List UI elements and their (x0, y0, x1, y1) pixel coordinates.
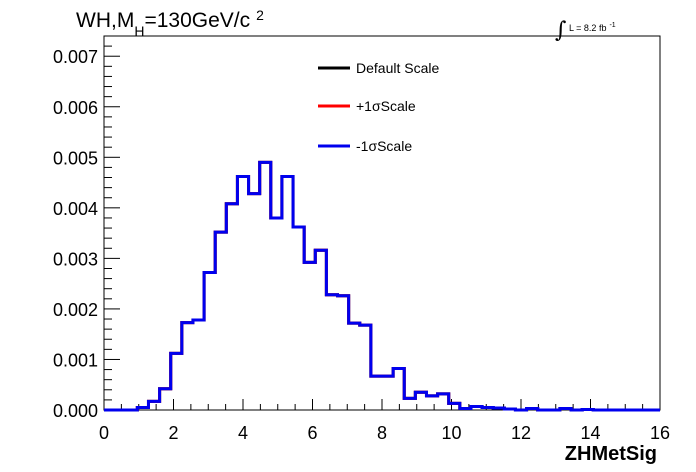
legend-label-plus-sigma-scale: +1σScale (356, 98, 416, 114)
y-tick-label: 0.001 (53, 350, 98, 370)
x-tick-label: 10 (441, 423, 461, 443)
x-tick-label: 8 (377, 423, 387, 443)
y-tick-label: 0.002 (53, 300, 98, 320)
x-tick-label: 14 (580, 423, 600, 443)
integral-sign: ∫ (555, 18, 567, 43)
x-axis-label: ZHMetSig (565, 443, 657, 465)
x-tick-label: 16 (650, 423, 670, 443)
x-tick-label: 0 (99, 423, 109, 443)
x-tick-label: 4 (238, 423, 248, 443)
chart-title: WH,MH=130GeV/c 2 (76, 7, 264, 39)
lumi-superscript: -1 (609, 22, 615, 29)
series-line-2--1-scale (104, 160, 660, 412)
lumi-annotation: L = 8.2 fb -1 (569, 22, 616, 33)
title-subscript: H (134, 23, 144, 39)
series-layer (104, 160, 660, 412)
y-tick-label: 0.007 (53, 47, 98, 67)
title-rest: =130GeV/c (144, 9, 250, 32)
x-tick-label: 12 (511, 423, 531, 443)
tick-labels: 0 2 4 6 8 10 12 14 16 0.000 0.001 0.002 0.003 0.004 0.… (53, 47, 670, 443)
legend-label-minus-sigma-scale: -1σScale (356, 138, 412, 154)
y-tick-label: 0.004 (53, 199, 98, 219)
legend-label-default-scale: Default Scale (356, 60, 439, 76)
title-main: WH,M (76, 9, 134, 32)
x-tick-label: 2 (168, 423, 178, 443)
legend: Default Scale +1σScale -1σScale (318, 60, 439, 154)
y-tick-label: 0.006 (53, 98, 98, 118)
y-tick-label: 0.003 (53, 249, 98, 269)
x-tick-label: 6 (307, 423, 317, 443)
lumi-text: L = 8.2 fb (569, 23, 606, 33)
y-tick-label: 0.000 (53, 401, 98, 421)
y-tick-label: 0.005 (53, 148, 98, 168)
title-superscript: 2 (256, 7, 264, 23)
